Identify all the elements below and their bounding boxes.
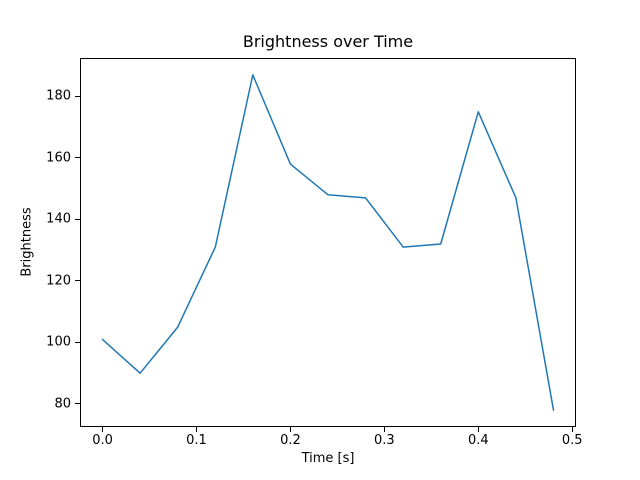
x-tick-mark bbox=[195, 427, 197, 432]
y-axis-label: Brightness bbox=[19, 207, 35, 277]
y-tick-mark bbox=[75, 403, 80, 405]
x-tick-label: 0.4 bbox=[467, 433, 489, 448]
x-tick-mark bbox=[383, 427, 385, 432]
y-tick-label: 160 bbox=[46, 150, 71, 166]
x-tick-label: 0.0 bbox=[92, 433, 113, 448]
y-tick-label: 120 bbox=[46, 273, 71, 289]
x-axis-label: Time [s] bbox=[301, 451, 355, 466]
line-series bbox=[101, 74, 555, 411]
x-tick-mark bbox=[477, 427, 479, 432]
x-tick-mark bbox=[289, 427, 291, 432]
y-tick-label: 140 bbox=[46, 211, 71, 227]
x-tick-label: 0.2 bbox=[280, 433, 301, 448]
chart-title: Brightness over Time bbox=[242, 32, 414, 51]
plot-area: 0.0 0.1 0.2 0.3 0.4 0.5 80 100 120 140 160 180 bbox=[46, 58, 583, 447]
y-tick-label: 100 bbox=[46, 334, 71, 350]
x-tick-label: 0.5 bbox=[561, 433, 583, 448]
x-tick-label: 0.3 bbox=[374, 433, 395, 448]
y-tick-mark bbox=[75, 157, 80, 159]
line-chart-svg bbox=[101, 74, 555, 411]
axes-spines bbox=[80, 58, 576, 427]
y-tick-label: 180 bbox=[46, 88, 71, 104]
y-tick-mark bbox=[75, 218, 80, 220]
y-tick-mark bbox=[75, 341, 80, 343]
y-tick-mark bbox=[75, 280, 80, 282]
x-tick-mark bbox=[102, 427, 104, 432]
y-tick-mark bbox=[75, 95, 80, 97]
y-tick-label: 80 bbox=[54, 396, 71, 412]
x-tick-mark bbox=[571, 427, 573, 432]
x-tick-label: 0.1 bbox=[186, 433, 207, 448]
